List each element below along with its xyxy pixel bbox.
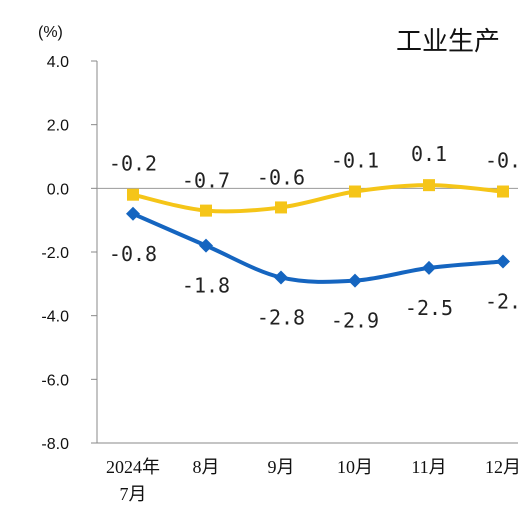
data-point-diamond [496,254,510,269]
y-tick-label: -6.0 [41,372,69,389]
axes: 4.0 2.0 0.0 -2.0 -4.0 -6.0 -8.0 2024年 7月 8月 9月 10月 1… [41,54,518,504]
data-point-square [349,185,361,198]
x-tick-label: 11月 [411,457,446,477]
data-point-diamond [126,206,140,221]
series-line [132,211,504,284]
x-tick-label: 7月 [120,484,147,504]
data-label: -2.9 [331,309,379,333]
data-label: 0.1 [411,142,447,166]
y-tick-label: 0.0 [47,181,69,198]
data-point-square [200,204,212,217]
data-point-square [497,185,509,198]
data-label: -2. [485,290,518,314]
x-tick-label: 10月 [337,457,373,477]
series-layer: -0.2 -0.7 -0.6 -0.1 0.1 -0. -0.8 -1.8 -2.8 -2.9 -2… [109,142,518,333]
series-line [132,183,504,214]
y-tick-label: 4.0 [47,54,69,71]
x-tick-label: 2024年 [106,457,160,477]
x-tick-label: 8月 [193,457,220,477]
y-tick-label: 2.0 [47,118,69,135]
data-point-diamond [274,270,288,285]
data-point-diamond [199,238,213,253]
data-label: -0. [485,149,518,173]
data-point-diamond [348,273,362,288]
y-tick-label: -8.0 [41,436,69,453]
x-tick-label: 12月 [485,457,518,477]
data-point-square [423,179,435,192]
data-label: -0.8 [109,242,157,266]
chart-title: 工业生产 [396,27,500,57]
data-point-square [127,188,139,201]
data-label: -0.6 [257,165,305,189]
data-point-square [275,201,287,214]
y-tick-label: -2.0 [41,245,69,262]
data-label: -2.8 [257,305,305,329]
data-label: -0.2 [109,152,157,176]
data-label: -0.1 [331,149,379,173]
data-label: -0.7 [182,169,230,193]
x-tick-label: 9月 [268,457,295,477]
y-unit-label: (%) [38,24,63,41]
data-label: -2.5 [405,296,453,320]
data-point-diamond [422,260,436,275]
y-tick-label: -4.0 [41,309,69,326]
data-label: -1.8 [182,274,230,298]
